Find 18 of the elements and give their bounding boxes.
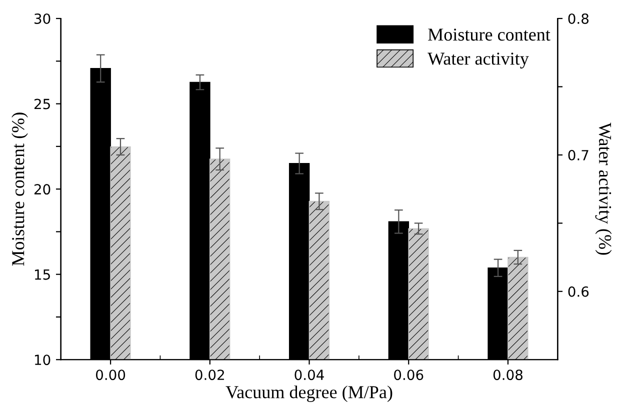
y-tick-label: 15: [34, 269, 50, 280]
y-tick-label: 30: [34, 13, 50, 24]
y2-tick-label: 0.6: [568, 286, 589, 297]
y-tick-label: 20: [34, 184, 50, 195]
x-tick-label: 0.02: [195, 370, 224, 380]
x-tick-label: 0.04: [294, 370, 324, 380]
y-tick-label: 10: [34, 354, 50, 366]
x-tick-label: 0.06: [394, 370, 424, 380]
legend-label: Water activity: [428, 52, 529, 68]
x-tick-label: 0.00: [96, 370, 126, 380]
y2-tick-label: 0.7: [568, 150, 588, 160]
x-axis-title: Vacuum degree (M/Pa): [226, 386, 392, 402]
y2-axis-title: Water activity (%): [595, 122, 612, 255]
y-axis-title: Moisture content (%): [12, 112, 28, 266]
y2-tick-label: 0.8: [568, 13, 589, 24]
legend-label: Moisture content: [428, 28, 550, 41]
x-tick-label: 0.08: [493, 370, 522, 380]
y-tick-label: 25: [34, 98, 50, 110]
